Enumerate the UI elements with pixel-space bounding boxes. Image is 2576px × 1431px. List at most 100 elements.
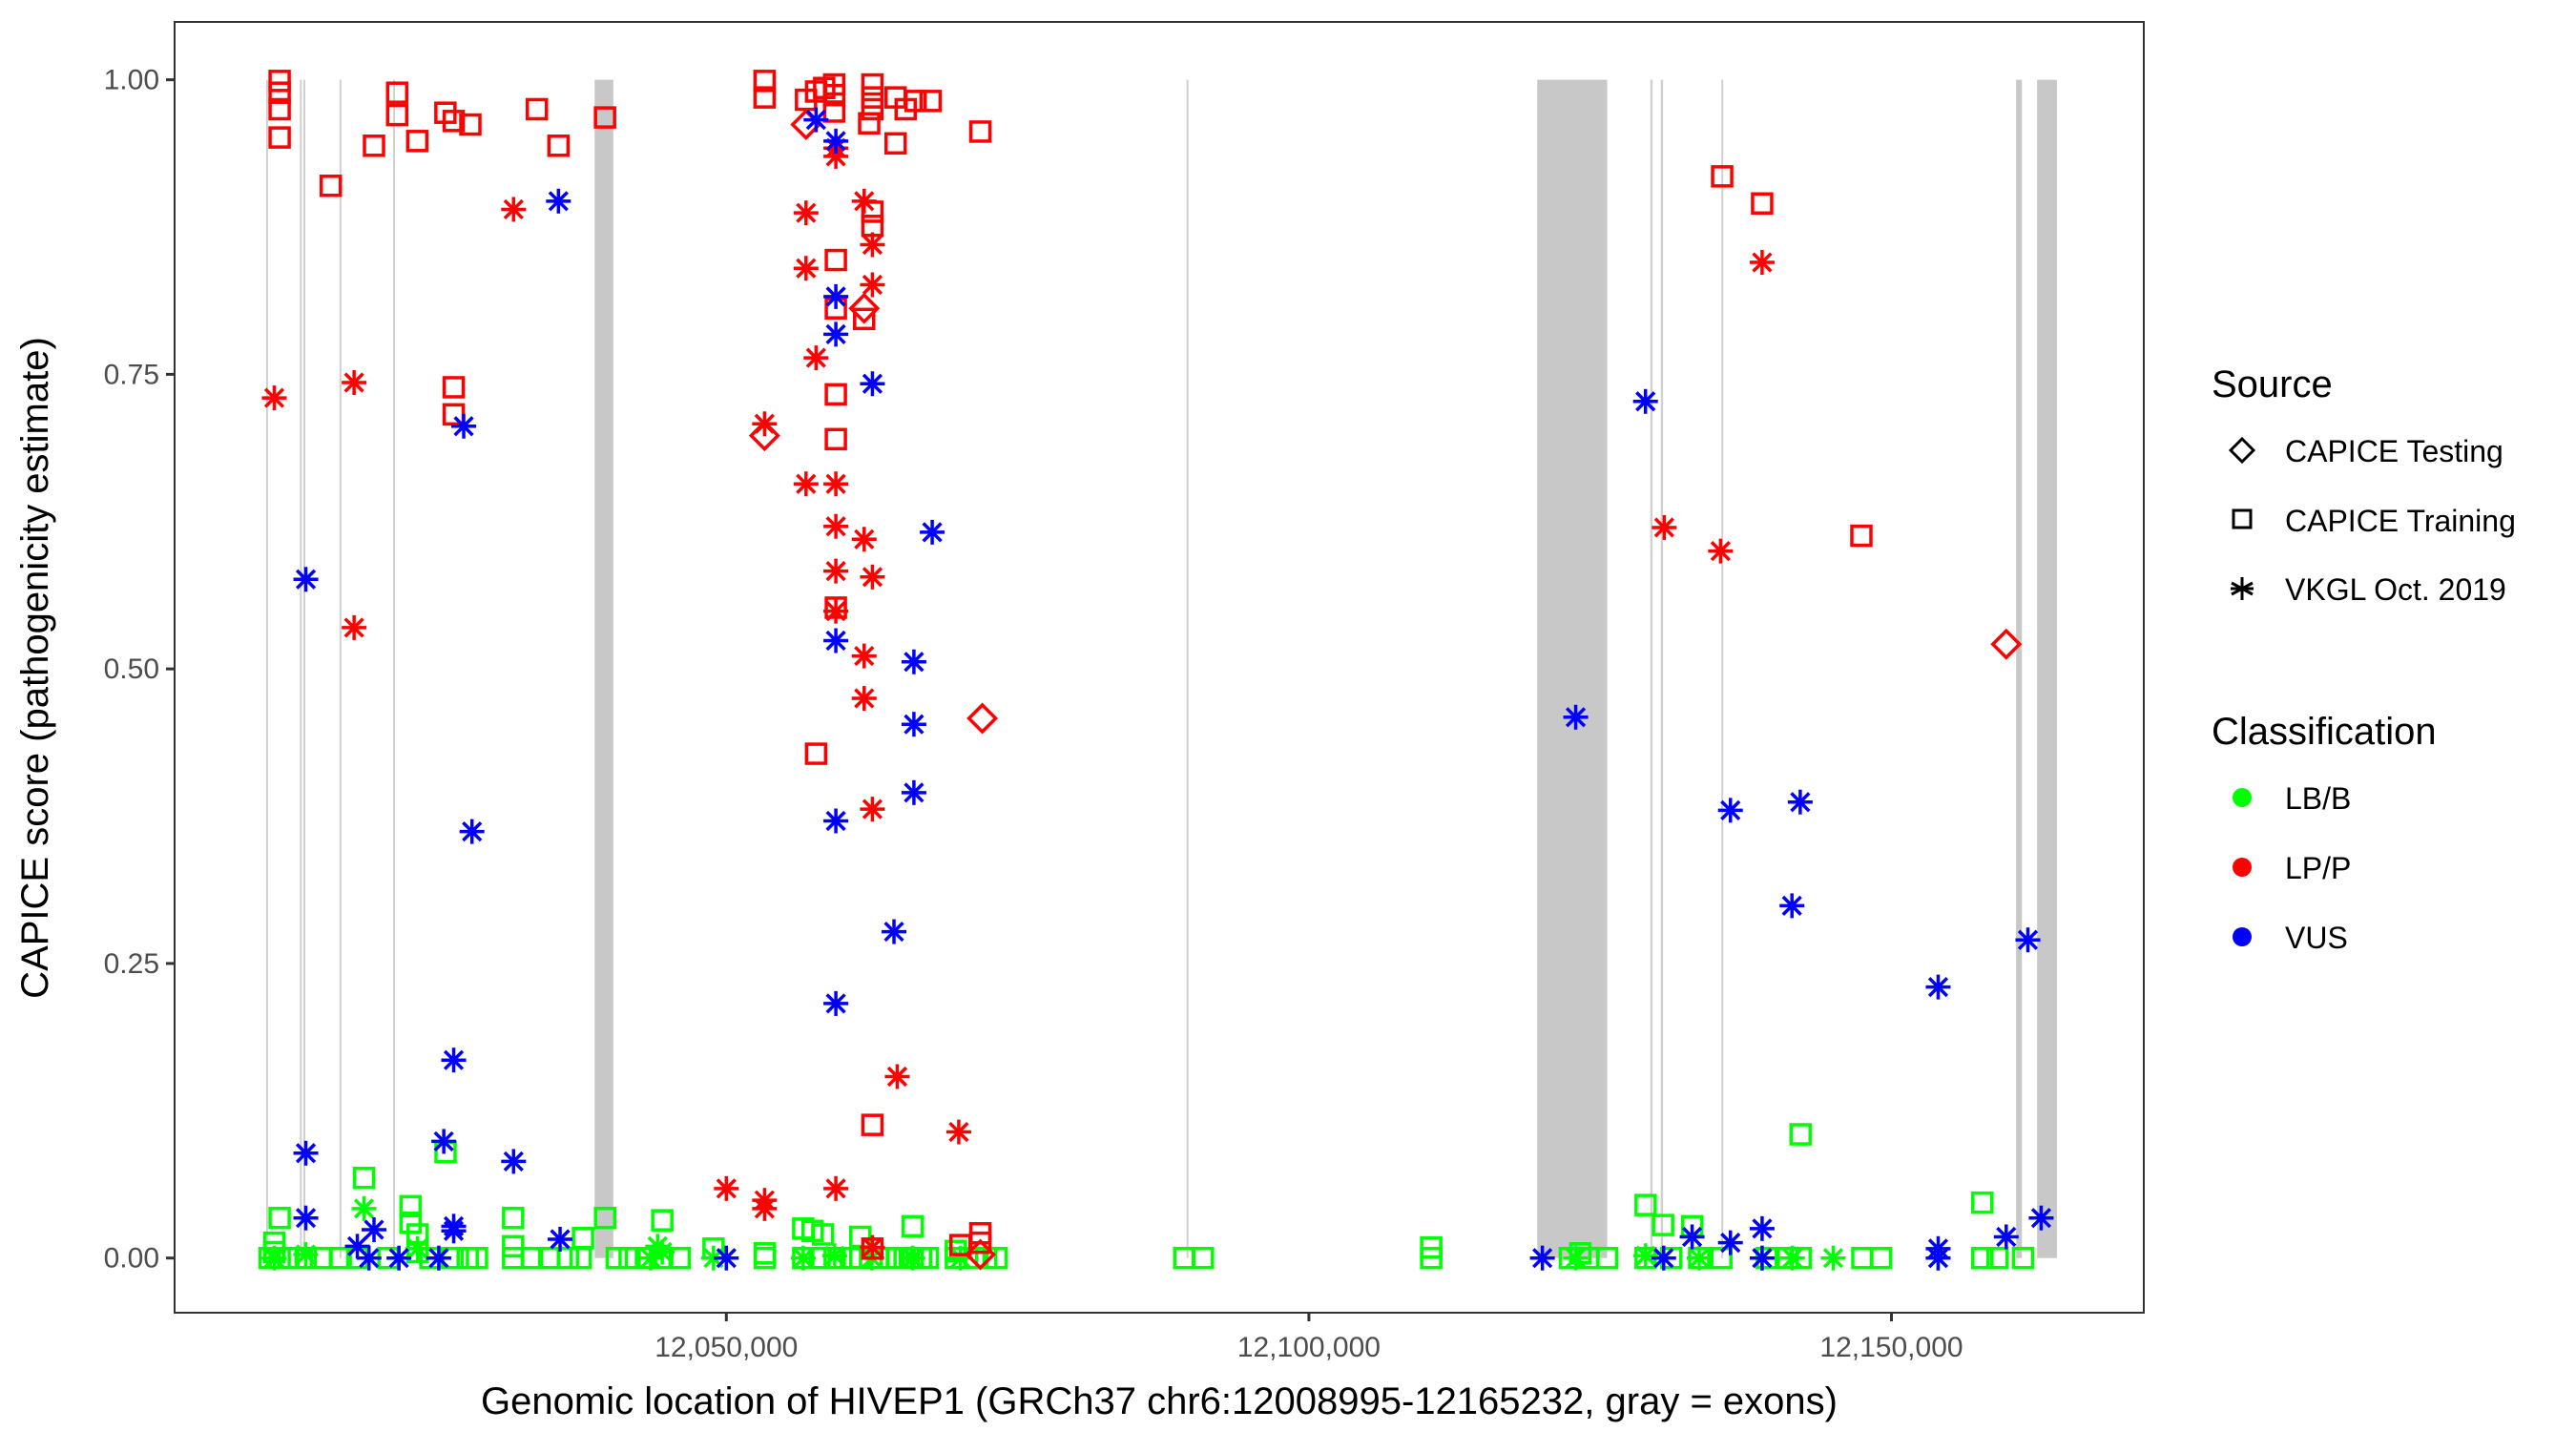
point-lbb-vkgl <box>351 1195 377 1221</box>
point-lpp-vkgl <box>342 370 367 396</box>
point-lbb-training <box>1595 1246 1619 1270</box>
point-vus-vkgl <box>546 188 571 214</box>
legend: Source CAPICE Testing CAPICE Training VK… <box>2212 363 2516 955</box>
exon-band <box>1186 79 1189 1258</box>
point-vus-vkgl <box>1717 798 1743 823</box>
point-lpp-training <box>949 1234 972 1256</box>
point-lpp-vkgl <box>823 1175 849 1201</box>
point-vus-vkgl <box>362 1217 387 1243</box>
point-vus-vkgl <box>823 283 849 309</box>
panel-border <box>174 21 2145 1314</box>
point-lpp-training <box>968 120 992 143</box>
y-axis-title: CAPICE score (pathogenicity estimate) <box>14 337 56 999</box>
point-lbb-training <box>753 1246 777 1270</box>
point-lbb-training <box>901 1214 924 1238</box>
point-lbb-vkgl <box>405 1235 430 1261</box>
point-lbb-vkgl <box>821 1243 847 1269</box>
point-lpp-training <box>268 97 291 121</box>
point-lpp-training <box>858 112 881 135</box>
y-tick-label: 0.50 <box>104 653 159 685</box>
point-lpp-training <box>405 130 429 153</box>
point-lbb-training <box>985 1246 1008 1270</box>
point-vus-vkgl <box>548 1226 573 1252</box>
exon-band <box>303 79 306 1258</box>
point-lpp-testing <box>1990 628 2023 660</box>
y-tick-label: 1.00 <box>104 65 159 96</box>
point-vus-vkgl <box>860 371 885 397</box>
point-vus-vkgl <box>714 1245 739 1271</box>
point-lpp-training <box>268 70 291 93</box>
point-lpp-vkgl <box>803 345 829 371</box>
legend-classification-title: Classification <box>2212 711 2437 753</box>
point-vus-vkgl <box>293 1140 319 1166</box>
point-lpp-training <box>753 70 777 93</box>
y-tick-label: 0.00 <box>104 1243 159 1275</box>
point-vus-vkgl <box>901 712 926 737</box>
exon-band <box>393 79 396 1258</box>
point-lbb-training <box>1971 1246 1994 1270</box>
point-vus-vkgl <box>1651 1245 1676 1271</box>
point-lbb-training <box>1192 1246 1215 1270</box>
point-lbb-vkgl <box>637 1245 663 1271</box>
point-vus-vkgl <box>882 919 907 944</box>
point-vus-vkgl <box>441 1047 467 1073</box>
point-lbb-vkgl <box>1632 1243 1658 1269</box>
point-lpp-training <box>861 86 884 109</box>
y-axis: 0.00 0.25 0.50 0.75 1.00 <box>104 65 175 1275</box>
point-lbb-training <box>268 1206 291 1230</box>
point-lpp-vkgl <box>793 200 819 226</box>
legend-entry-vus: VUS <box>2233 921 2348 955</box>
exon-band <box>2037 79 2057 1258</box>
point-lpp-training <box>804 742 828 765</box>
point-lpp-vkgl <box>752 1195 778 1221</box>
point-vus-vkgl <box>1779 893 1805 919</box>
point-lpp-training <box>1850 524 1873 548</box>
data-points <box>258 70 2054 1271</box>
point-lpp-vkgl <box>501 197 527 222</box>
y-tick-label: 0.25 <box>104 948 159 980</box>
point-lbb-training <box>1985 1246 2009 1270</box>
point-lpp-vkgl <box>752 411 778 437</box>
point-lpp-vkgl <box>851 686 877 712</box>
point-lbb-vkgl <box>293 1241 319 1267</box>
legend-entry-capice-testing: CAPICE Testing <box>2228 434 2503 468</box>
point-lpp-vkgl <box>851 188 877 214</box>
point-lpp-training <box>853 307 876 331</box>
diamond-icon <box>2228 436 2256 465</box>
point-vus-vkgl <box>1787 789 1813 815</box>
point-lbb-training <box>593 1206 617 1230</box>
point-lpp-vkgl <box>793 256 819 281</box>
point-vus-vkgl <box>1925 1245 1951 1271</box>
point-lpp-vkgl <box>1708 538 1734 564</box>
point-lbb-training <box>399 1211 423 1234</box>
point-lbb-vkgl <box>1687 1245 1713 1271</box>
point-lpp-testing <box>966 702 999 735</box>
point-lbb-training <box>1971 1191 1994 1214</box>
point-vus-vkgl <box>1563 704 1589 730</box>
point-lbb-vkgl <box>790 1245 816 1271</box>
point-lpp-training <box>442 110 466 133</box>
point-lbb-vkgl <box>1820 1245 1846 1271</box>
point-vus-vkgl <box>901 779 926 805</box>
legend-entry-lpp: LP/P <box>2233 851 2351 885</box>
point-lpp-training <box>547 135 571 157</box>
point-lpp-vkgl <box>945 1119 971 1145</box>
point-vus-vkgl <box>823 128 849 154</box>
legend-label-vkgl: VKGL Oct. 2019 <box>2285 572 2506 607</box>
point-vus-vkgl <box>1632 388 1658 414</box>
point-lpp-training <box>822 83 846 107</box>
exon-band <box>339 79 342 1258</box>
legend-source-title: Source <box>2212 363 2333 405</box>
point-vus-vkgl <box>1529 1245 1555 1271</box>
legend-entry-capice-training: CAPICE Training <box>2232 504 2516 538</box>
point-vus-vkgl <box>1993 1224 2019 1250</box>
legend-label-lpp: LP/P <box>2285 851 2351 885</box>
legend-label-lbb: LB/B <box>2285 781 2351 816</box>
point-lpp-vkgl <box>342 614 367 640</box>
exon-band <box>594 79 613 1258</box>
legend-label-capice-training: CAPICE Training <box>2285 504 2516 538</box>
legend-entry-lbb: LB/B <box>2233 781 2351 816</box>
point-vus-vkgl <box>293 567 319 592</box>
exon-band <box>1721 79 1724 1258</box>
